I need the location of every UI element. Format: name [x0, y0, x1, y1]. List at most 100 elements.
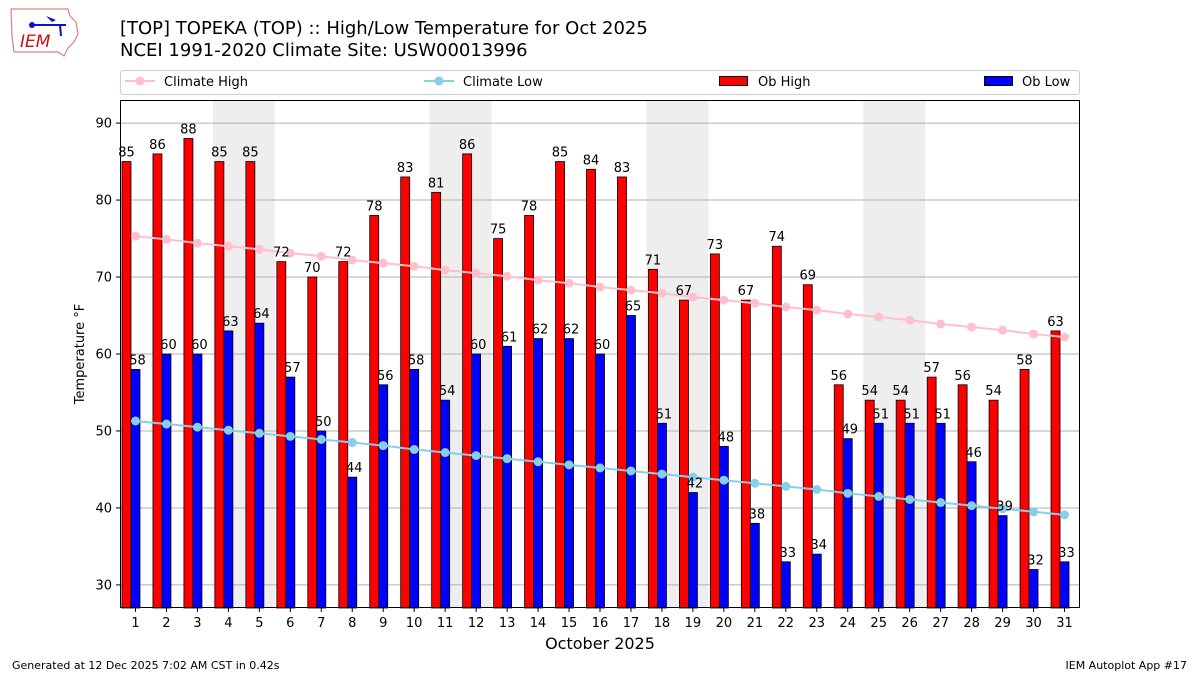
climate-high-point — [688, 292, 698, 302]
x-tick-label: 15 — [561, 616, 578, 631]
ob-low-bar — [718, 445, 729, 609]
y-axis-label: Temperature °F — [73, 304, 88, 405]
climate-high-point — [471, 268, 481, 278]
y-tick-label: 70 — [95, 271, 112, 286]
ob-low-label: 58 — [408, 353, 425, 368]
ob-low-label: 38 — [749, 507, 766, 522]
ob-low-label: 62 — [563, 323, 580, 338]
ob-low-label: 44 — [346, 461, 363, 476]
ob-low-bar — [192, 353, 203, 609]
climate-high-point — [533, 275, 543, 285]
ob-low-bar — [811, 553, 822, 609]
climate-high-point — [130, 231, 140, 241]
climate-high-point — [378, 258, 388, 268]
x-tick-label: 3 — [193, 616, 201, 631]
ob-high-label: 70 — [304, 261, 321, 276]
climate-low-point — [781, 481, 791, 491]
climate-low-point — [223, 425, 233, 435]
ob-low-label: 51 — [903, 407, 920, 422]
ob-low-bar — [935, 422, 946, 609]
climate-low-point — [595, 463, 605, 473]
ob-low-bar — [223, 330, 234, 609]
ob-low-label: 49 — [841, 423, 858, 438]
x-tick-label: 24 — [839, 616, 856, 631]
climate-high-point — [812, 305, 822, 315]
ob-high-label: 73 — [707, 238, 724, 253]
climate-high-point — [285, 248, 295, 258]
generated-timestamp: Generated at 12 Dec 2025 7:02 AM CST in … — [12, 659, 280, 672]
ob-low-bar — [378, 384, 389, 609]
climate-low-point — [316, 434, 326, 444]
ob-low-label: 65 — [625, 300, 642, 315]
ob-low-bar — [966, 461, 977, 609]
ob-high-bar — [740, 299, 751, 609]
ob-high-label: 71 — [645, 253, 662, 268]
x-tick-label: 6 — [286, 616, 294, 631]
climate-low-point — [750, 478, 760, 488]
climate-low-point — [843, 488, 853, 498]
climate-low-point — [626, 466, 636, 476]
climate-low-point — [409, 444, 419, 454]
climate-low-point — [192, 422, 202, 432]
climate-high-point — [936, 319, 946, 329]
climate-high-point — [254, 244, 264, 254]
legend-box — [120, 70, 1080, 95]
x-tick-label: 27 — [932, 616, 949, 631]
x-tick-label: 14 — [530, 616, 547, 631]
ob-low-label: 34 — [811, 538, 828, 553]
ob-high-label: 63 — [1047, 315, 1064, 330]
ob-low-bar — [1059, 561, 1070, 609]
climate-high-point — [409, 261, 419, 271]
ob-low-label: 50 — [315, 415, 332, 430]
climate-low-point — [688, 472, 698, 482]
ob-high-bar — [864, 399, 875, 609]
climate-high-point — [967, 322, 977, 332]
climate-low-point — [285, 431, 295, 441]
ob-low-bar — [688, 492, 698, 609]
ob-low-label: 33 — [780, 546, 797, 561]
x-tick-label: 4 — [224, 616, 232, 631]
ob-low-bar — [285, 376, 296, 609]
climate-high-point — [1029, 329, 1039, 339]
ob-high-label: 69 — [800, 269, 817, 284]
ob-low-bar — [873, 422, 884, 609]
ob-high-label: 58 — [1016, 353, 1033, 368]
climate-low-point — [440, 448, 450, 458]
climate-high-point — [1060, 332, 1070, 342]
x-tick-label: 17 — [623, 616, 640, 631]
ob-high-label: 78 — [366, 199, 383, 214]
ob-low-label: 61 — [501, 330, 518, 345]
ob-high-label: 83 — [614, 161, 631, 176]
climate-low-point — [347, 438, 357, 448]
ob-low-bar — [409, 368, 420, 609]
x-tick-label: 16 — [592, 616, 609, 631]
y-tick-label: 40 — [95, 501, 112, 516]
legend-climate-high-marker — [135, 76, 145, 86]
ob-high-bar — [400, 176, 411, 609]
x-tick-label: 30 — [1025, 616, 1042, 631]
ob-low-bar — [502, 345, 512, 609]
ob-high-label: 84 — [583, 153, 600, 168]
climate-low-point — [812, 484, 822, 494]
ob-high-bar — [679, 299, 689, 609]
y-tick-label: 60 — [95, 348, 112, 363]
plot-frame — [120, 100, 1080, 608]
ob-high-label: 88 — [180, 122, 197, 137]
climate-high-point — [223, 241, 233, 251]
ob-low-label: 60 — [191, 338, 208, 353]
x-tick-label: 20 — [716, 616, 733, 631]
ob-high-bar — [895, 399, 906, 609]
chart-title: [TOP] TOPEKA (TOP) :: High/Low Temperatu… — [120, 18, 648, 39]
climate-low-point — [161, 419, 171, 429]
chart-subtitle: NCEI 1991-2020 Climate Site: USW00013996 — [120, 40, 528, 61]
ob-low-label: 63 — [222, 315, 239, 330]
ob-low-bar — [595, 353, 605, 609]
x-tick-label: 21 — [747, 616, 764, 631]
x-tick-label: 31 — [1056, 616, 1073, 631]
ob-high-bar — [121, 161, 132, 609]
ob-high-label: 67 — [676, 284, 693, 299]
climate-high-point — [347, 255, 357, 265]
ob-high-bar — [957, 384, 968, 609]
legend-climate-low-marker — [434, 76, 444, 86]
x-tick-label: 13 — [499, 616, 516, 631]
